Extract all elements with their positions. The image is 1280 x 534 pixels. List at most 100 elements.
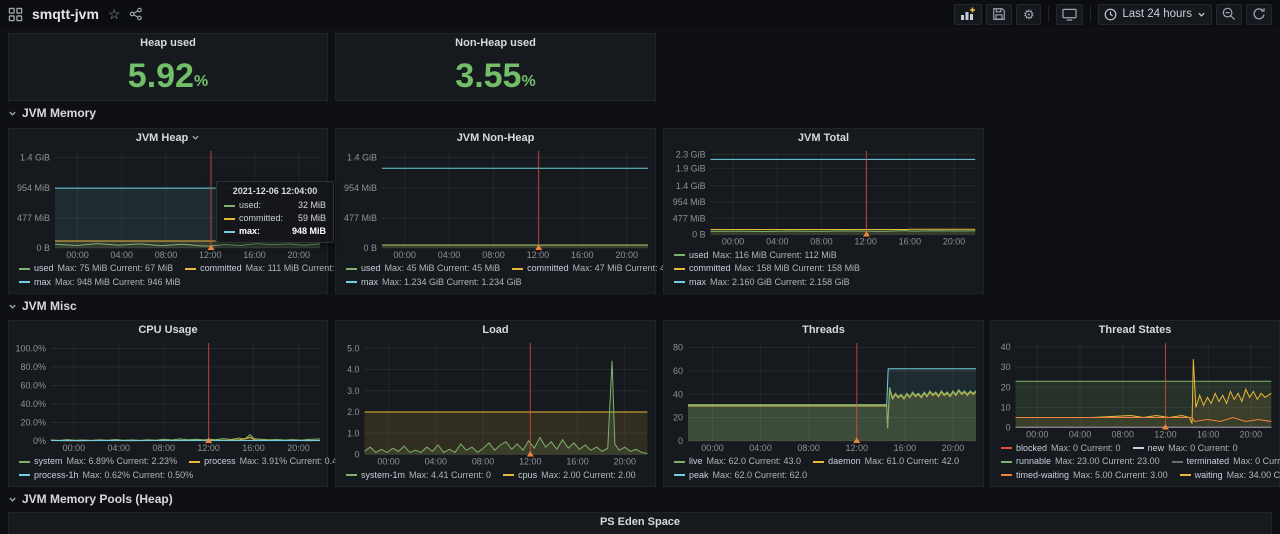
legend-item[interactable]: process-1h Max: 0.62% Current: 0.50%: [19, 469, 193, 483]
legend-item[interactable]: runnable Max: 23.00 Current: 23.00: [1001, 455, 1160, 469]
svg-text:20: 20: [673, 413, 683, 423]
refresh-icon: [1253, 8, 1265, 20]
legend[interactable]: live Max: 62.0 Current: 43.0 daemon Max: 61…: [664, 454, 983, 486]
panel-title[interactable]: Heap used: [140, 36, 196, 49]
svg-text:477 MiB: 477 MiB: [344, 213, 377, 223]
legend-item[interactable]: live Max: 62.0 Current: 43.0: [674, 455, 801, 469]
panel-title[interactable]: CPU Usage: [138, 323, 198, 336]
threads-chart[interactable]: 80 60 40 20 0 00:00 04:00 08:00 12:00 16:00 20:00: [664, 338, 983, 454]
svg-text:954 MiB: 954 MiB: [344, 183, 377, 193]
panel-title[interactable]: Load: [482, 323, 509, 336]
svg-text:20: 20: [1001, 382, 1011, 392]
svg-text:00:00: 00:00: [63, 443, 86, 453]
jvm-nonheap-chart[interactable]: 1.4 GiB 954 MiB 477 MiB 0 B 00:00 04:00 08:00 1…: [336, 146, 655, 261]
legend[interactable]: system-1m Max: 4.41 Current: 0 cpus Max: 2.…: [336, 468, 655, 487]
legend-item[interactable]: committed Max: 47 MiB Current: 47 MiB: [512, 262, 688, 276]
svg-text:08:00: 08:00: [472, 457, 494, 467]
svg-text:16:00: 16:00: [566, 457, 588, 467]
legend-item[interactable]: blocked Max: 0 Current: 0: [1001, 442, 1121, 456]
svg-text:08:00: 08:00: [810, 237, 832, 247]
panel-load: Load 5.0 4.0 3.0 2.0 1.0 0 00:00 04:00 08:00 12:0…: [335, 320, 656, 487]
refresh-button[interactable]: [1246, 3, 1272, 25]
svg-text:60: 60: [673, 366, 683, 376]
legend-item[interactable]: committed Max: 111 MiB Current: 111 MiB: [185, 262, 368, 276]
legend[interactable]: system Max: 6.89% Current: 2.23% process Ma…: [9, 454, 350, 486]
panel-title[interactable]: Thread States: [1098, 323, 1172, 336]
panel-thread-states: Thread States 40 30 20 10 0 00:00 04:00 08:00 12…: [990, 320, 1280, 487]
legend-item[interactable]: max Max: 948 MiB Current: 946 MiB: [19, 276, 181, 290]
panel-title[interactable]: PS Eden Space: [599, 515, 681, 528]
legend-item[interactable]: committed Max: 158 MiB Current: 158 MiB: [674, 262, 860, 276]
panel-title[interactable]: JVM Total: [797, 131, 850, 144]
svg-text:08:00: 08:00: [152, 443, 175, 453]
panel-title[interactable]: JVM Non-Heap: [456, 131, 535, 144]
svg-text:04:00: 04:00: [108, 443, 131, 453]
svg-text:477 MiB: 477 MiB: [673, 213, 706, 223]
toolbar-divider: [1090, 6, 1092, 22]
load-chart[interactable]: 5.0 4.0 3.0 2.0 1.0 0 00:00 04:00 08:00 12:00 16:0…: [336, 338, 655, 468]
search-minus-icon: [1222, 7, 1236, 21]
legend[interactable]: used Max: 116 MiB Current: 112 MiB committ…: [664, 248, 983, 294]
svg-text:04:00: 04:00: [1069, 430, 1091, 440]
zoom-out-button[interactable]: [1216, 3, 1242, 25]
svg-text:16:00: 16:00: [571, 250, 594, 260]
panel-jvm-total: JVM Total 2.3 GiB 1.9 GiB 1.4 GiB 954 MiB 47…: [663, 128, 984, 294]
legend-item[interactable]: used Max: 45 MiB Current: 45 MiB: [346, 262, 500, 276]
jvm-total-chart[interactable]: 2.3 GiB 1.9 GiB 1.4 GiB 954 MiB 477 MiB 0 B 00…: [664, 146, 983, 248]
legend[interactable]: used Max: 45 MiB Current: 45 MiB committed…: [336, 261, 688, 293]
svg-text:0: 0: [355, 450, 360, 460]
add-panel-button[interactable]: [954, 3, 983, 25]
chevron-down-icon: [9, 497, 16, 502]
svg-text:12:00: 12:00: [199, 250, 222, 260]
clock-icon: [1104, 8, 1117, 20]
legend-item[interactable]: system-1m Max: 4.41 Current: 0: [346, 469, 491, 483]
svg-text:20:00: 20:00: [943, 237, 965, 247]
dashboard-settings-button[interactable]: ⚙: [1016, 3, 1042, 25]
svg-text:08:00: 08:00: [797, 443, 820, 453]
star-icon[interactable]: ☆: [107, 6, 121, 22]
legend-item[interactable]: cpus Max: 2.00 Current: 2.00: [503, 469, 636, 483]
cpu-usage-chart[interactable]: 100.0% 80.0% 60.0% 40.0% 20.0% 0% 00:00 04:00 08…: [9, 338, 327, 454]
legend[interactable]: blocked Max: 0 Current: 0 new Max: 0 Curren…: [991, 441, 1280, 487]
svg-text:20:00: 20:00: [1240, 430, 1262, 440]
time-range-label: Last 24 hours: [1122, 8, 1192, 20]
cycle-view-mode-button[interactable]: [1056, 3, 1084, 25]
tooltip-row: max: 948 MiB: [224, 225, 326, 238]
panel-title[interactable]: Non-Heap used: [455, 36, 536, 49]
svg-text:00:00: 00:00: [66, 250, 89, 260]
legend[interactable]: used Max: 75 MiB Current: 67 MiB committed…: [9, 261, 368, 293]
panel-title[interactable]: Threads: [802, 323, 845, 336]
svg-text:12:00: 12:00: [527, 250, 550, 260]
svg-text:477 MiB: 477 MiB: [17, 213, 50, 223]
svg-text:12:00: 12:00: [854, 237, 876, 247]
panel-threads: Threads 80 60 40 20 0 00:00 04:00 08:00 12:00 16:…: [663, 320, 984, 487]
svg-text:04:00: 04:00: [425, 457, 447, 467]
tooltip-row: used: 32 MiB: [224, 199, 326, 212]
legend-item[interactable]: max Max: 1.234 GiB Current: 1.234 GiB: [346, 276, 522, 290]
legend-item[interactable]: new Max: 0 Current: 0: [1132, 442, 1238, 456]
row-header-jvm-memory-pools-heap[interactable]: JVM Memory Pools (Heap): [8, 490, 173, 508]
legend-item[interactable]: daemon Max: 61.0 Current: 42.0: [813, 455, 959, 469]
tooltip-row: committed: 59 MiB: [224, 212, 326, 225]
panel-title[interactable]: JVM Heap: [9, 129, 327, 146]
apps-grid-icon[interactable]: [8, 7, 23, 22]
svg-text:20:00: 20:00: [942, 443, 965, 453]
legend-item[interactable]: system Max: 6.89% Current: 2.23%: [19, 455, 177, 469]
svg-text:00:00: 00:00: [701, 443, 724, 453]
legend-item[interactable]: used Max: 75 MiB Current: 67 MiB: [19, 262, 173, 276]
save-dashboard-button[interactable]: [986, 3, 1013, 25]
legend-item[interactable]: used Max: 116 MiB Current: 112 MiB: [674, 249, 837, 263]
thread-states-chart[interactable]: 40 30 20 10 0 00:00 04:00 08:00 12:00 16:00 20:00: [991, 338, 1279, 441]
row-header-jvm-memory[interactable]: JVM Memory: [8, 104, 96, 122]
svg-text:00:00: 00:00: [393, 250, 416, 260]
legend-item[interactable]: timed-waiting Max: 5.00 Current: 3.00: [1001, 469, 1168, 483]
legend-item[interactable]: process Max: 3.91% Current: 0.47%: [189, 455, 350, 469]
share-icon[interactable]: [129, 7, 143, 21]
time-picker[interactable]: Last 24 hours: [1098, 3, 1212, 25]
legend-item[interactable]: max Max: 2.160 GiB Current: 2.158 GiB: [674, 276, 850, 290]
row-header-jvm-misc[interactable]: JVM Misc: [8, 297, 77, 315]
legend-item[interactable]: peak Max: 62.0 Current: 62.0: [674, 469, 807, 483]
dashboard-title[interactable]: smqtt-jvm: [32, 6, 99, 22]
